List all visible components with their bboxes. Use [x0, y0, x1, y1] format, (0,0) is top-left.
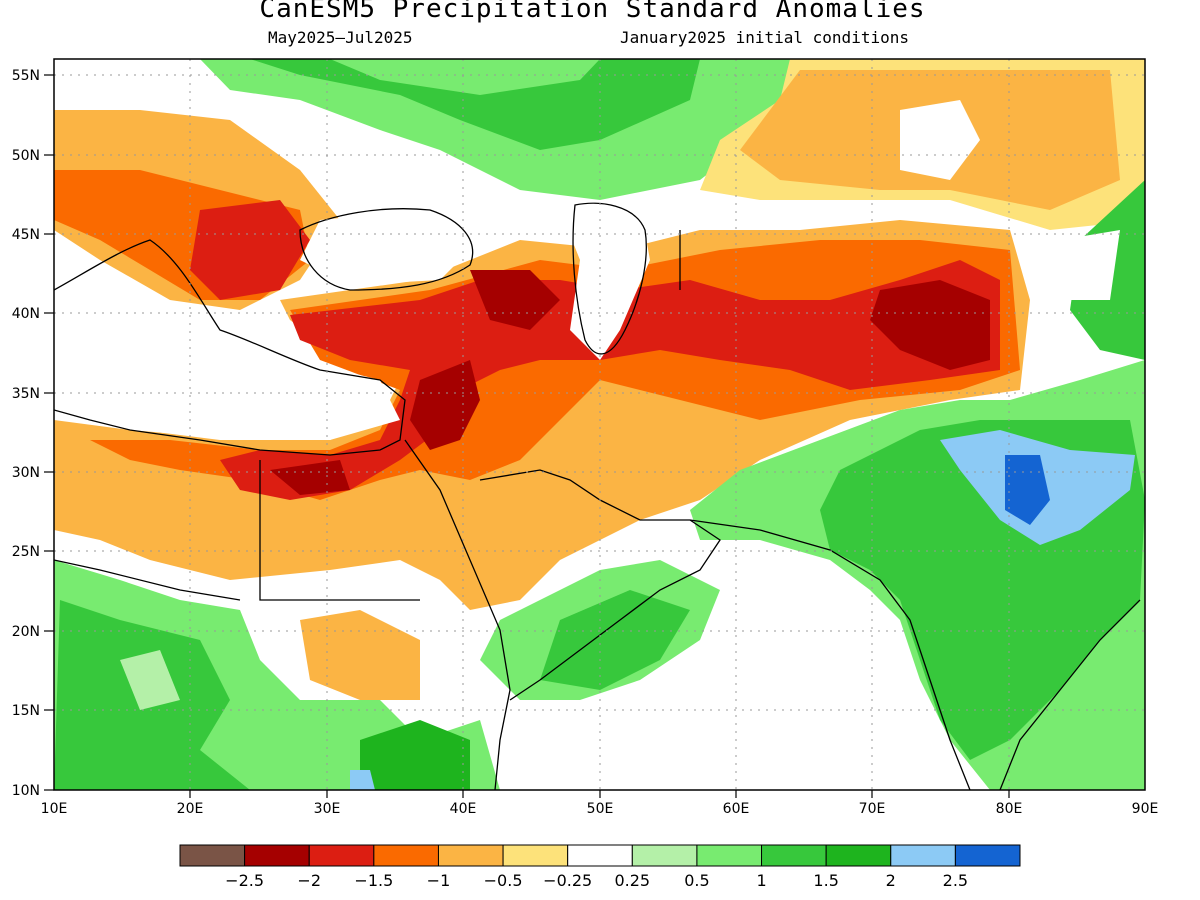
- colorbar-label: −2.5: [225, 871, 264, 890]
- lon-label: 50E: [587, 801, 614, 817]
- lon-label: 10E: [41, 801, 68, 817]
- lon-label: 70E: [859, 801, 886, 817]
- colorbar-label: 1: [756, 871, 766, 890]
- lon-label: 40E: [450, 801, 477, 817]
- lon-label: 80E: [996, 801, 1023, 817]
- lon-label: 20E: [177, 801, 204, 817]
- colorbar-swatch: [631, 844, 698, 867]
- lat-label: 10N: [12, 783, 40, 799]
- colorbar-label: 2: [886, 871, 896, 890]
- colorbar-label: −1.5: [354, 871, 393, 890]
- lat-ticks: [44, 74, 54, 791]
- lon-ticks: [189, 790, 1010, 798]
- lat-label: 50N: [12, 148, 40, 164]
- initial-conditions: January2025 initial conditions: [620, 28, 909, 47]
- colorbar-label: −2: [297, 871, 321, 890]
- latitude-axis: 55N 50N 45N 40N 35N 30N 25N 20N 15N 10N: [12, 68, 40, 799]
- colorbar-swatch: [244, 844, 310, 867]
- map-title: CanESM5 Precipitation Standard Anomalies: [259, 0, 926, 24]
- forecast-period: May2025–Jul2025: [268, 28, 413, 47]
- colorbar-label: 0.5: [684, 871, 709, 890]
- colorbar-swatch: [696, 844, 763, 867]
- colorbar-label: −0.25: [543, 871, 592, 890]
- lat-label: 45N: [12, 227, 40, 243]
- lat-label: 15N: [12, 703, 40, 719]
- colorbar: −2.5 −2 −1.5 −1 −0.5 −0.25 0.25 0.5 1 1.5 2 2.5: [179, 844, 1021, 890]
- colorbar-label: 0.25: [614, 871, 650, 890]
- longitude-axis: 10E 20E 30E 40E 50E 60E 70E 80E 90E: [41, 801, 1159, 817]
- anomaly-field: [54, 59, 1145, 790]
- lat-label: 25N: [12, 544, 40, 560]
- colorbar-label: −0.5: [484, 871, 523, 890]
- colorbar-swatch: [825, 844, 892, 867]
- colorbar-swatch: [308, 844, 375, 867]
- colorbar-swatch: [890, 844, 956, 867]
- colorbar-swatch: [567, 844, 633, 867]
- colorbar-label: 1.5: [813, 871, 838, 890]
- lat-label: 20N: [12, 624, 40, 640]
- lon-label: 60E: [723, 801, 750, 817]
- colorbar-swatch: [954, 844, 1021, 867]
- lat-label: 40N: [12, 306, 40, 322]
- lat-label: 35N: [12, 386, 40, 402]
- colorbar-label: −1: [427, 871, 451, 890]
- colorbar-label: 2.5: [943, 871, 968, 890]
- colorbar-swatch: [502, 844, 569, 867]
- lat-label: 55N: [12, 68, 40, 84]
- lon-label: 90E: [1132, 801, 1159, 817]
- colorbar-swatch: [179, 844, 246, 867]
- colorbar-swatch: [761, 844, 827, 867]
- gridlines: [54, 59, 1145, 790]
- coastlines: [54, 202, 1141, 790]
- colorbar-swatch: [373, 844, 439, 867]
- lat-label: 30N: [12, 465, 40, 481]
- lon-label: 30E: [314, 801, 341, 817]
- colorbar-swatch: [437, 844, 504, 867]
